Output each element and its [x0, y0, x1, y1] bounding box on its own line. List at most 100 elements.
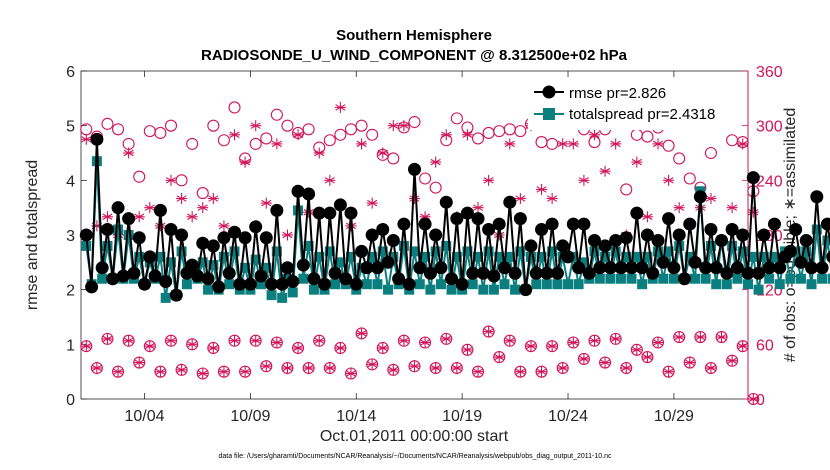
- rmse-point: [127, 266, 141, 280]
- rmse-point: [386, 233, 400, 247]
- totalspread-point: [81, 240, 92, 251]
- obs-assimilated-marker: [112, 366, 124, 378]
- obs-assimilated-marker: [610, 333, 622, 345]
- rmse-point: [132, 231, 146, 245]
- y-left-tick-label: 3: [66, 228, 75, 245]
- totalspread-point: [594, 273, 605, 284]
- obs-possible-marker: [673, 152, 686, 165]
- rmse-point: [413, 261, 427, 275]
- totalspread-point: [97, 273, 108, 284]
- totalspread-point: [367, 251, 378, 262]
- obs-assimilated-marker: [271, 337, 283, 349]
- totalspread-point: [451, 251, 462, 262]
- obs-assimilated-marker: [525, 340, 537, 352]
- totalspread-point: [224, 279, 235, 290]
- obs-assimilated-marker: [123, 147, 135, 159]
- obs-assimilated-marker: [737, 138, 749, 150]
- rmse-point: [820, 217, 830, 231]
- rmse-point: [190, 269, 204, 283]
- rmse-point: [275, 277, 289, 291]
- x-tick-label: 10/09: [230, 408, 270, 425]
- rmse-point: [587, 233, 601, 247]
- chart-title-line2: RADIOSONDE_U_WIND_COMPONENT @ 8.312500e+…: [201, 47, 628, 64]
- totalspread-point: [287, 287, 298, 298]
- totalspread-point: [658, 273, 669, 284]
- rmse-point: [730, 261, 744, 275]
- obs-assimilated-marker: [292, 342, 304, 354]
- totalspread-point: [488, 284, 499, 295]
- obs-possible-marker: [620, 183, 633, 196]
- obs-assimilated-marker: [493, 229, 505, 241]
- obs-assimilated-marker: [197, 367, 209, 379]
- obs-assimilated-marker: [737, 340, 749, 352]
- y-right-tick-label: 0: [756, 392, 765, 409]
- totalspread-point: [330, 279, 341, 290]
- rmse-point: [519, 283, 533, 297]
- totalspread-point: [615, 273, 626, 284]
- obs-assimilated-marker: [165, 174, 177, 186]
- obs-assimilated-marker: [281, 362, 293, 374]
- rmse-point: [228, 225, 242, 239]
- rmse-point: [254, 269, 268, 283]
- totalspread-point: [345, 251, 356, 262]
- y-axis-right-label: # of obs: o=possible; ∗=assimilated: [782, 108, 799, 362]
- totalspread-point: [314, 251, 325, 262]
- totalspread-point: [531, 279, 542, 290]
- obs-assimilated-marker: [250, 120, 262, 132]
- rmse-point: [455, 277, 469, 291]
- totalspread-point: [600, 251, 611, 262]
- rmse-point: [598, 239, 612, 253]
- totalspread-point: [271, 246, 282, 257]
- rmse-point: [646, 266, 660, 280]
- rmse-point: [259, 231, 273, 245]
- totalspread-point: [113, 224, 124, 235]
- obs-assimilated-marker: [726, 202, 738, 214]
- y-left-tick-label: 4: [66, 173, 75, 190]
- rmse-point: [609, 233, 623, 247]
- obs-possible-marker: [260, 132, 273, 145]
- totalspread-point: [743, 279, 753, 290]
- obs-assimilated-marker: [493, 351, 505, 363]
- obs-assimilated-marker: [430, 362, 442, 374]
- obs-assimilated-marker: [747, 393, 759, 405]
- rmse-point: [206, 239, 220, 253]
- rmse-point: [720, 266, 734, 280]
- obs-assimilated-marker: [356, 138, 368, 150]
- rmse-point: [566, 217, 580, 231]
- rmse-point: [307, 272, 321, 286]
- rmse-point: [402, 277, 416, 291]
- rmse-point: [741, 266, 755, 280]
- obs-assimilated-marker: [133, 357, 145, 369]
- totalspread-point: [769, 251, 780, 262]
- totalspread-point: [774, 279, 785, 290]
- obs-assimilated-marker: [144, 340, 156, 352]
- obs-assimilated-marker: [80, 133, 92, 145]
- rmse-point: [90, 132, 104, 146]
- obs-assimilated-marker: [461, 344, 473, 356]
- rmse-point: [460, 206, 474, 220]
- totalspread-point: [668, 273, 679, 284]
- obs-assimilated-marker: [567, 337, 579, 349]
- obs-assimilated-marker: [176, 193, 188, 205]
- totalspread-point: [435, 279, 446, 290]
- obs-assimilated-marker: [663, 366, 675, 378]
- obs-possible-marker: [302, 123, 315, 136]
- obs-assimilated-marker: [186, 338, 198, 350]
- rmse-point: [217, 231, 231, 245]
- obs-assimilated-marker: [716, 331, 728, 343]
- rmse-point: [677, 272, 691, 286]
- totalspread-point: [388, 251, 399, 262]
- rmse-point: [143, 250, 157, 264]
- rmse-point: [572, 261, 586, 275]
- totalspread-point: [721, 279, 732, 290]
- x-tick-label: 10/24: [548, 408, 588, 425]
- rmse-point: [683, 217, 697, 231]
- obs-assimilated-marker: [260, 197, 272, 209]
- obs-assimilated-marker: [588, 335, 600, 347]
- obs-possible-marker: [112, 123, 125, 136]
- rmse-point: [280, 261, 294, 275]
- rmse-point: [249, 220, 263, 234]
- obs-assimilated-marker: [250, 335, 262, 347]
- obs-assimilated-marker: [567, 138, 579, 150]
- y-axis-left-label: rmse and totalspread: [24, 160, 41, 310]
